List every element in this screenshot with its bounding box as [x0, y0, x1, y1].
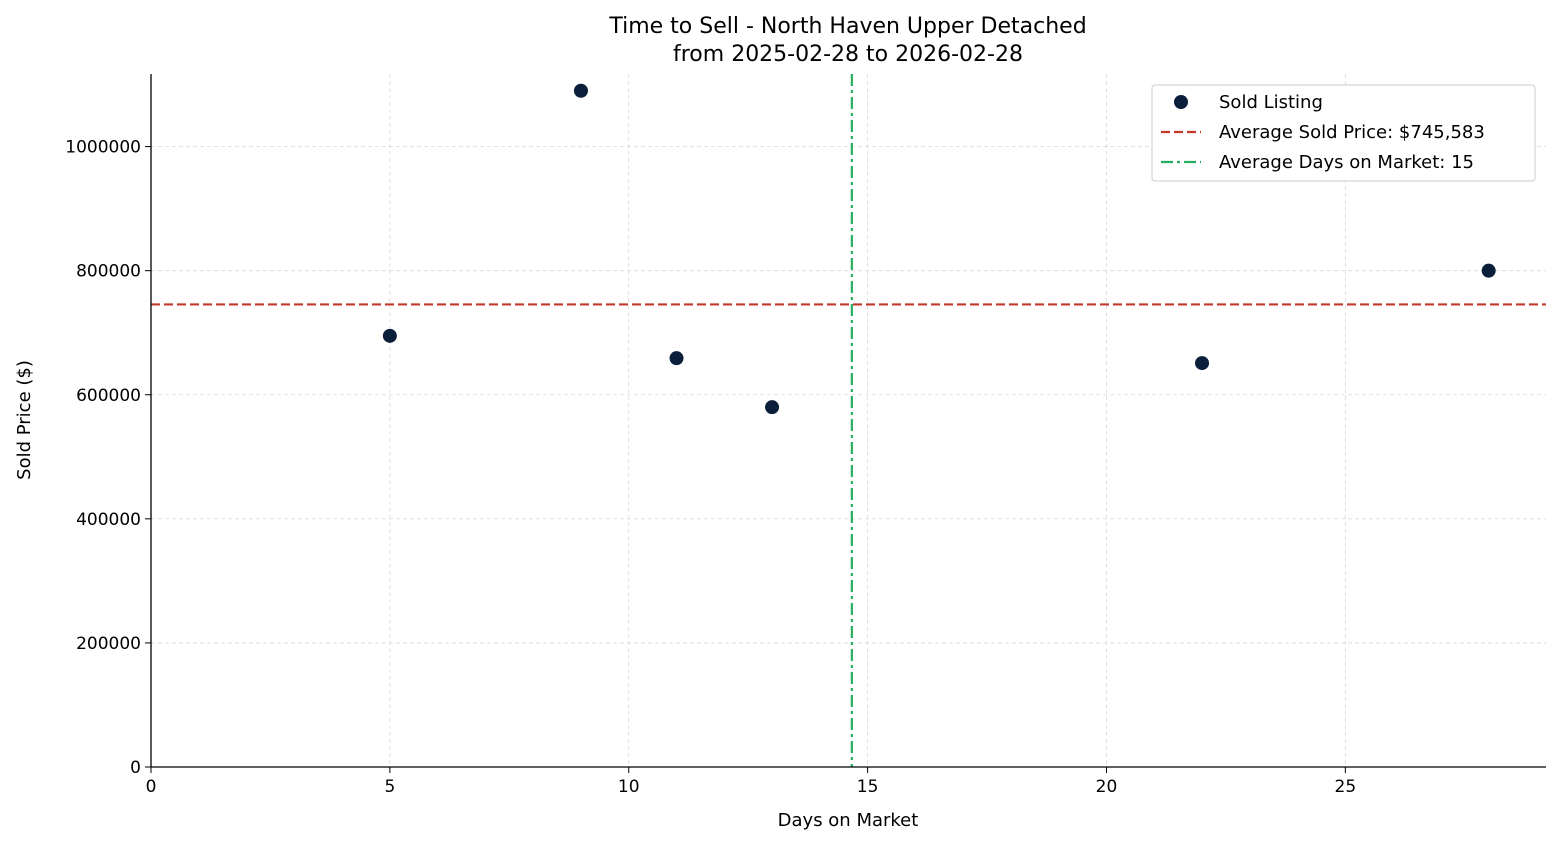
- y-tick-label: 400000: [76, 510, 141, 530]
- x-axis-label: Days on Market: [778, 810, 919, 831]
- chart-subtitle: from 2025-02-28 to 2026-02-28: [673, 42, 1023, 67]
- x-tick-label: 0: [146, 777, 157, 797]
- data-point: [1481, 263, 1496, 278]
- legend: Sold Listing Average Sold Price: $745,583…: [1151, 84, 1536, 182]
- y-axis-label: Sold Price ($): [14, 360, 35, 480]
- x-tick-label: 10: [618, 777, 640, 797]
- x-tick-label: 15: [857, 777, 879, 797]
- legend-label: Average Sold Price: $745,583: [1219, 122, 1485, 143]
- x-tick-label: 20: [1096, 777, 1118, 797]
- x-tick-label: 25: [1335, 777, 1357, 797]
- y-tick-label: 1000000: [65, 138, 141, 158]
- legend-label: Sold Listing: [1219, 92, 1323, 113]
- y-tick-label: 200000: [76, 634, 141, 654]
- y-tick-label: 800000: [76, 262, 141, 282]
- data-point: [573, 83, 588, 98]
- y-tick-label: 0: [130, 758, 141, 778]
- data-point: [669, 351, 684, 366]
- data-point: [1195, 356, 1210, 371]
- x-tick-label: 5: [384, 777, 395, 797]
- legend-marker-icon: [1174, 95, 1188, 109]
- y-tick-label: 600000: [76, 386, 141, 406]
- data-point: [765, 400, 780, 415]
- legend-frame: [1151, 84, 1536, 182]
- chart-title: Time to Sell - North Haven Upper Detache…: [608, 14, 1086, 39]
- data-point: [382, 328, 397, 343]
- legend-label: Average Days on Market: 15: [1219, 152, 1474, 173]
